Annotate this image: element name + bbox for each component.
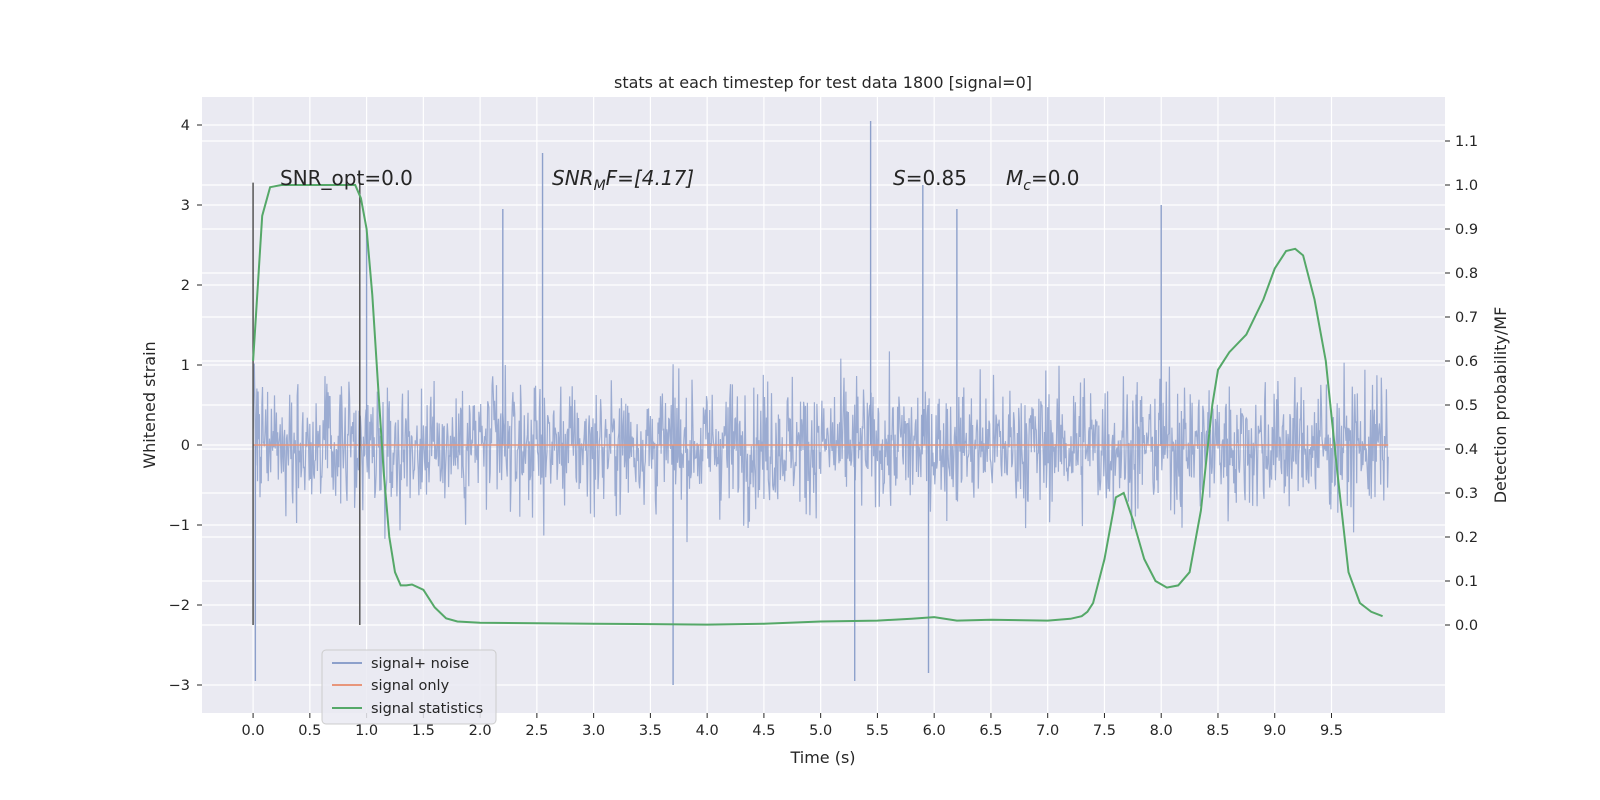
x-tick-label: 3.0 xyxy=(582,723,605,739)
annotation-snr-mf-main: SNR xyxy=(552,166,594,190)
y2-tick-label: 0.9 xyxy=(1455,222,1478,238)
annotation-mc: Mc=0.0 xyxy=(1006,166,1080,194)
y2-tick-label: 1.1 xyxy=(1455,134,1478,150)
y2-tick-label: 0.4 xyxy=(1455,442,1478,458)
legend-box xyxy=(321,649,497,725)
legend-label-signal-only: signal only xyxy=(371,678,450,694)
y2-tick-label: 0.6 xyxy=(1455,354,1478,370)
y2-tick-label: 0.3 xyxy=(1455,486,1478,502)
x-tick-label: 9.0 xyxy=(1263,723,1286,739)
series-signal-statistics xyxy=(252,184,1383,626)
x-tick-label: 5.0 xyxy=(809,723,832,739)
chart-title: stats at each timestep for test data 180… xyxy=(614,73,1032,92)
y-tick-label: 0 xyxy=(181,438,190,454)
y-tick-label: 1 xyxy=(181,358,190,374)
y2-tick-label: 0.8 xyxy=(1455,266,1478,282)
y2-tick-label: 0.7 xyxy=(1455,310,1478,326)
x-axis-label: Time (s) xyxy=(789,748,855,767)
x-tick-label: 5.5 xyxy=(866,723,889,739)
series-noise xyxy=(252,121,1389,685)
y-tick-label: 4 xyxy=(181,118,190,134)
x-tick-label: 1.0 xyxy=(355,723,378,739)
y2-tick-label: 0.2 xyxy=(1455,530,1478,546)
y-tick-label: −1 xyxy=(169,518,190,534)
y-tick-label: −3 xyxy=(169,678,190,694)
x-tick-label: 3.5 xyxy=(639,723,662,739)
annotation-s: S=0.85 xyxy=(893,166,967,190)
y-tick-label: 2 xyxy=(181,278,190,294)
annotation-mc-main: M xyxy=(1006,166,1023,190)
x-tick-label: 7.0 xyxy=(1036,723,1059,739)
y2-tick-label: 0.1 xyxy=(1455,574,1478,590)
legend: signal+ noise signal only signal statist… xyxy=(321,649,497,725)
annotation-snr-opt: SNR_opt=0.0 xyxy=(280,166,413,190)
x-tick-label: 0.5 xyxy=(298,723,321,739)
y-tick-label: −2 xyxy=(169,598,190,614)
x-tick-labels: 0.0 0.5 1.0 1.5 2.0 2.5 3.0 3.5 4.0 4.5 5.0 5.5 6.0 6… xyxy=(242,713,1343,739)
annotation-s-main: S xyxy=(893,166,906,190)
x-tick-label: 2.0 xyxy=(469,723,492,739)
legend-label-statistics: signal statistics xyxy=(371,701,483,717)
noise-trace xyxy=(252,351,1389,543)
x-tick-label: 8.5 xyxy=(1206,723,1229,739)
x-tick-label: 2.5 xyxy=(525,723,548,739)
statistics-curve xyxy=(252,184,1383,626)
x-tick-label: 8.0 xyxy=(1150,723,1173,739)
x-tick-label: 7.5 xyxy=(1093,723,1116,739)
x-tick-label: 9.5 xyxy=(1320,723,1343,739)
y2-tick-label: 0.0 xyxy=(1455,618,1478,634)
annotation-mc-rest: =0.0 xyxy=(1031,166,1080,190)
x-tick-label: 0.0 xyxy=(242,723,265,739)
y2-tick-labels: 1.1 1.0 0.9 0.8 0.7 0.6 0.5 0.4 0.3 0.2 0.1 0.0 xyxy=(1445,134,1478,634)
annotation-s-rest: =0.85 xyxy=(906,166,967,190)
annotation-snr-mf: SNRMF=[4.17] xyxy=(552,166,694,194)
boundary-markers xyxy=(252,182,361,625)
y-axis-label: Whitened strain xyxy=(140,341,159,468)
x-tick-label: 1.5 xyxy=(412,723,435,739)
annotation-snr-mf-rest: F=[4.17] xyxy=(606,166,694,190)
y2-tick-label: 0.5 xyxy=(1455,398,1478,414)
x-tick-label: 4.5 xyxy=(752,723,775,739)
x-tick-label: 6.5 xyxy=(979,723,1002,739)
y2-axis-label: Detection probability/MF xyxy=(1491,307,1510,504)
x-tick-label: 6.0 xyxy=(923,723,946,739)
x-tick-label: 4.0 xyxy=(696,723,719,739)
annotation-snr-mf-sub: M xyxy=(594,178,606,194)
legend-label-noise: signal+ noise xyxy=(371,656,469,672)
y-tick-labels: 4 3 2 1 0 −1 −2 −3 xyxy=(169,118,202,694)
y2-tick-label: 1.0 xyxy=(1455,178,1478,194)
annotation-mc-sub: c xyxy=(1023,178,1031,194)
y-tick-label: 3 xyxy=(181,198,190,214)
